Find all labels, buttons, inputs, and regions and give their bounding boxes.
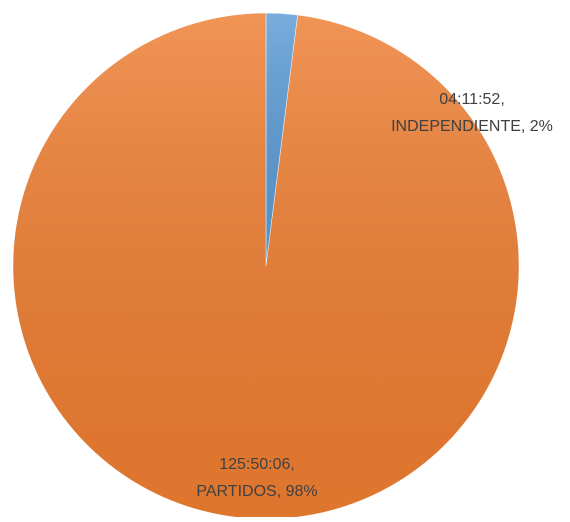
data-label: 04:11:52, INDEPENDIENTE, 2% bbox=[391, 91, 553, 135]
pie-slice bbox=[12, 12, 520, 520]
data-label: 125:50:06, PARTIDOS, 98% bbox=[196, 456, 317, 500]
